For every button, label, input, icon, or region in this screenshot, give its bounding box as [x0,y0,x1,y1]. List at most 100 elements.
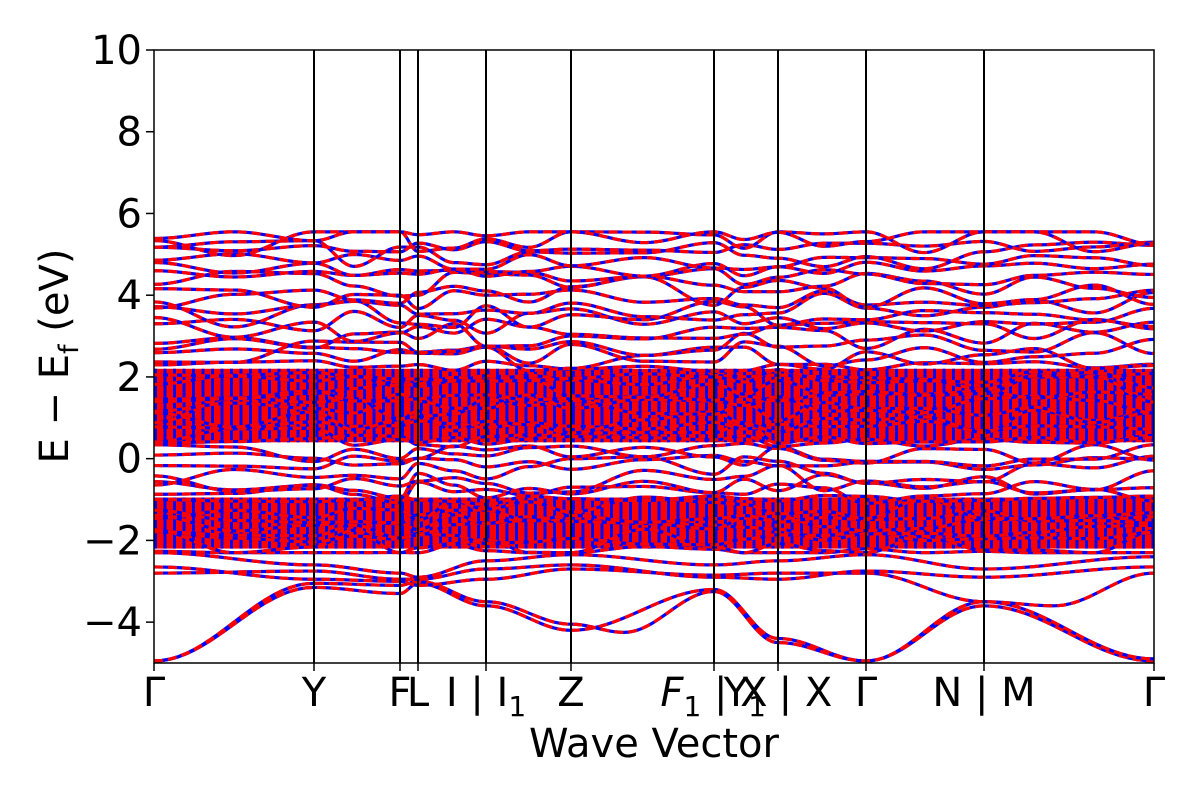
dense-band-stripe [990,368,993,443]
dense-band-stripe [657,368,661,443]
dense-band-stripe [249,368,252,443]
dense-band-stripe [705,497,708,549]
dense-band-stripe [1047,497,1050,549]
dense-band-stripe [847,497,851,549]
y-tick-label: −2 [83,518,142,564]
dense-band-stripe [866,497,870,549]
x-tick-label: Γ [855,670,878,716]
band-40-spin-down [154,239,1154,271]
y-tick-label: 8 [117,110,142,156]
dense-band-stripe [857,368,860,443]
dense-band-stripe [933,497,936,549]
dense-band-stripe [420,368,423,443]
dense-band-stripe [325,368,328,443]
dense-band-stripe [581,368,585,443]
x-tick-label: I | I1 [446,670,526,723]
dense-band-stripe [268,497,271,549]
dense-band-stripe [923,368,927,443]
dense-band-stripe [182,497,186,549]
dense-band-stripe [1132,368,1136,443]
dense-band-stripe [961,368,965,443]
y-tick-label: 0 [117,437,142,483]
band-14-spin-down [154,441,1154,465]
x-tick-label: Γ [1143,670,1166,716]
band-35-spin-down [154,275,1154,310]
band-28-spin-down [154,331,1154,357]
dense-band-stripe [923,497,927,549]
dense-band-stripe [353,368,357,443]
dense-band-stripe [334,368,338,443]
band-42-spin-down [154,230,1154,258]
dense-band-stripe [1075,368,1079,443]
dense-band-stripe [1056,497,1060,549]
dense-band-stripe [192,368,195,443]
dense-band-stripe [1104,497,1107,549]
y-tick-label: 10 [91,28,142,74]
band-12-spin-down [154,453,1154,471]
dense-band-stripe [781,368,784,443]
dense-band-stripe [876,497,879,549]
y-tick-label: 2 [117,355,142,401]
band-8-spin-down [154,480,1154,505]
band-18-spin-down [154,408,1154,435]
x-tick-label: Z [557,670,584,716]
dense-band-stripe [1085,368,1088,443]
dense-band-stripe [752,497,756,549]
dense-band-stripe [885,497,889,549]
dense-band-stripe [543,368,547,443]
dense-band-stripe [211,497,214,549]
dense-band-stripe [173,497,176,549]
dense-band-stripe [809,497,813,549]
dense-band-stripe [287,368,290,443]
dense-band-stripe [933,368,936,443]
dense-band-stripe [629,368,632,443]
dense-band-stripe [1009,497,1012,549]
dense-band-stripe [1151,368,1154,443]
band-7-spin-down [154,493,1154,507]
dense-band-stripe [201,497,205,549]
x-tick-label: Y [301,670,327,716]
x-axis-ticks: Γ Y FL I | I1 Z F1 | XY1 | X Γ N | M Γ [143,663,1166,723]
x-tick-label: Y1 | X [723,670,833,723]
plot-frame [153,49,1155,664]
band-2-spin-down [154,529,1154,547]
bands-group [154,230,1154,663]
dense-band-stripe [458,368,461,443]
dense-band-stripe [1028,368,1031,443]
dense-band-stripe [477,368,480,443]
dense-band-stripe [524,497,528,549]
dense-band-stripe [163,368,167,443]
dense-band-stripe [676,368,680,443]
band-0-spin-down [154,542,1154,555]
dense-band-stripe [315,368,319,443]
dense-band-stripe [619,368,623,443]
band-20-spin-down [154,392,1154,415]
band-24-spin-down [154,368,1154,385]
dense-band-stripe [762,497,765,549]
x-tick-label: F1 | X [660,670,767,723]
dense-band-stripe [648,368,651,443]
dense-band-stripe [543,497,547,549]
dense-band-stripe [914,497,917,549]
dense-band-stripe [1066,368,1069,443]
x-tick-label: N | M [932,670,1035,716]
dense-band-stripe [724,497,727,549]
dense-band-stripe [182,368,186,443]
dense-band-stripe [999,368,1003,443]
dense-band-stripe [895,368,898,443]
dense-band-stripe [391,368,395,443]
dense-band-stripe [572,368,575,443]
band-29-spin-up [154,320,1154,351]
dense-band-stripe [828,497,832,549]
dense-band-stripe [505,368,509,443]
dense-band-stripe [638,368,642,443]
dense-band-stripe [743,497,746,549]
dense-band-stripe [1018,497,1022,549]
dense-band-stripe [819,368,822,443]
dense-band-stripe [980,368,984,443]
band-13-spin-down [154,443,1154,468]
dense-band-stripe [942,497,946,549]
dense-band-stripe [733,497,737,549]
dense-band-stripe [971,368,974,443]
